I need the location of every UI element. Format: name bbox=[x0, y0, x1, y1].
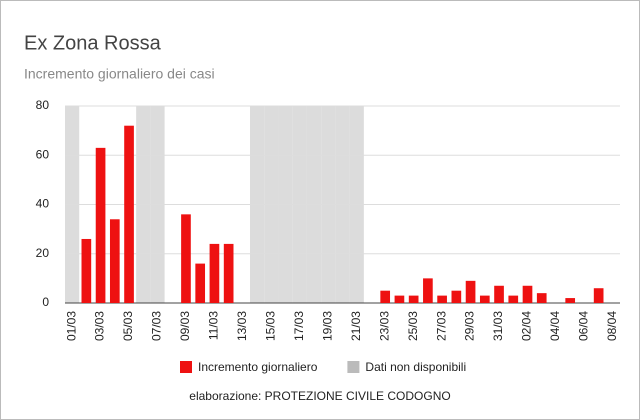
x-tick-label: 06/04 bbox=[577, 311, 591, 341]
bar bbox=[423, 278, 433, 303]
x-tick-label: 23/03 bbox=[377, 311, 391, 341]
bar bbox=[380, 290, 391, 303]
chart-title: Ex Zona Rossa bbox=[24, 32, 162, 54]
footer: elaborazione: PROTEZIONE CIVILE CODOGNO bbox=[189, 389, 450, 403]
bar bbox=[536, 293, 547, 303]
bar bbox=[508, 295, 519, 303]
bar bbox=[565, 298, 576, 303]
bar bbox=[195, 263, 206, 303]
x-tick-label: 29/03 bbox=[463, 311, 477, 341]
x-tick-label: 11/03 bbox=[207, 311, 221, 340]
bar bbox=[522, 285, 533, 303]
bar bbox=[465, 280, 476, 303]
x-tick-label: 08/04 bbox=[605, 311, 619, 341]
x-tick-label: 05/03 bbox=[121, 311, 135, 341]
bar bbox=[95, 147, 106, 303]
legend-swatch bbox=[180, 361, 192, 373]
x-tick-label: 25/03 bbox=[406, 311, 420, 341]
y-tick-label: 20 bbox=[36, 246, 50, 260]
x-tick-label: 04/04 bbox=[548, 311, 562, 341]
x-tick-label: 21/03 bbox=[349, 311, 363, 341]
legend-label: Dati non disponibili bbox=[365, 360, 466, 374]
bar bbox=[209, 243, 220, 303]
bar bbox=[81, 238, 92, 303]
bar bbox=[181, 214, 191, 303]
bar bbox=[593, 288, 604, 303]
x-tick-label: 13/03 bbox=[235, 311, 249, 341]
x-tick-label: 02/04 bbox=[520, 311, 534, 341]
y-tick-label: 0 bbox=[42, 295, 49, 309]
bar bbox=[408, 295, 419, 303]
x-tick-label: 27/03 bbox=[434, 311, 448, 341]
x-tick-label: 03/03 bbox=[93, 311, 107, 341]
bar bbox=[437, 295, 447, 303]
x-tick-label: 19/03 bbox=[320, 311, 334, 341]
x-tick-label: 17/03 bbox=[292, 311, 306, 341]
bar bbox=[394, 295, 405, 303]
legend-label: Incremento giornaliero bbox=[198, 360, 318, 374]
y-tick-label: 40 bbox=[36, 197, 50, 211]
x-tick-label: 15/03 bbox=[264, 311, 278, 341]
y-tick-label: 60 bbox=[36, 147, 50, 161]
bar bbox=[124, 125, 134, 303]
bar bbox=[494, 285, 504, 303]
legend-swatch bbox=[347, 361, 360, 373]
y-tick-label: 80 bbox=[36, 98, 50, 112]
bar bbox=[479, 295, 490, 303]
chart-subtitle: Incremento giornaliero dei casi bbox=[24, 66, 215, 82]
bar bbox=[223, 243, 234, 303]
bar bbox=[109, 219, 120, 303]
x-tick-label: 09/03 bbox=[178, 311, 192, 341]
x-tick-label: 01/03 bbox=[64, 311, 78, 341]
x-tick-label: 31/03 bbox=[491, 311, 505, 341]
bar bbox=[451, 290, 462, 303]
x-tick-label: 07/03 bbox=[150, 311, 164, 341]
